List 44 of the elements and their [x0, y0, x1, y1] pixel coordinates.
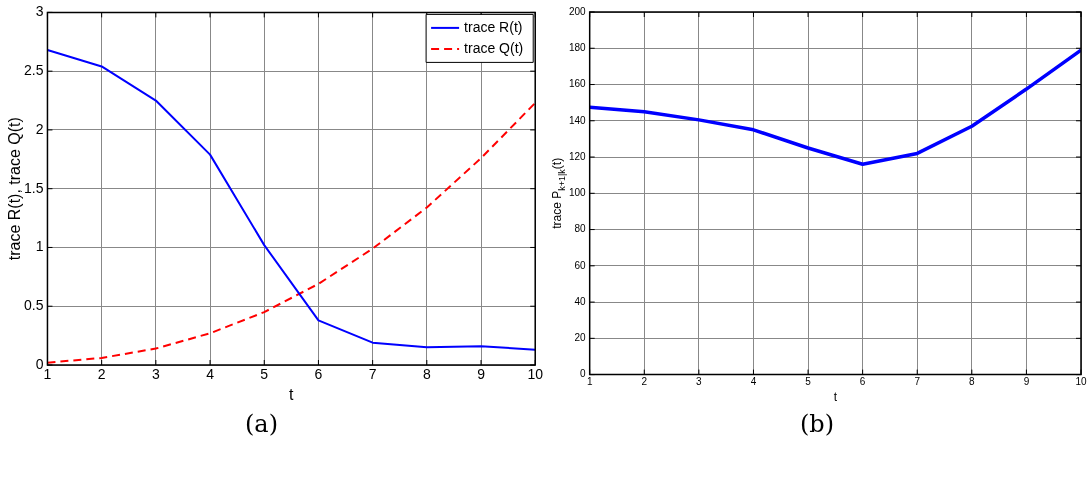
- x-tick-label: 3: [696, 376, 703, 388]
- x-tick-label: 7: [368, 366, 377, 383]
- x-tick-label: 5: [805, 376, 812, 388]
- x-tick-label: 6: [314, 366, 323, 383]
- x-tick-label: 7: [914, 376, 921, 388]
- x-tick-label: 4: [750, 376, 757, 388]
- x-axis-title: t: [833, 390, 838, 405]
- x-axis-title: t: [289, 385, 295, 403]
- y-tick-label: 0: [35, 355, 44, 372]
- y-tick-label: 100: [569, 187, 587, 199]
- y-tick-label: 20: [574, 332, 587, 344]
- y-tick-label: 1: [35, 238, 44, 255]
- y-tick-label: 60: [574, 259, 587, 271]
- x-tick-label: 3: [151, 366, 160, 383]
- y-tick-label: 200: [569, 5, 587, 17]
- y-tick-label: 80: [574, 223, 587, 235]
- x-tick-label: 2: [641, 376, 648, 388]
- legend-label: trace Q(t): [464, 39, 524, 56]
- text: (b): [800, 410, 835, 438]
- x-tick-label: 8: [422, 366, 431, 383]
- x-tick-label: 9: [477, 366, 486, 383]
- y-tick-label: 3: [35, 3, 44, 20]
- y-tick-label: 40: [574, 295, 587, 307]
- y-tick-label: 160: [569, 78, 587, 90]
- y-tick-label: 1.5: [23, 179, 44, 196]
- x-tick-label: 2: [97, 366, 106, 383]
- x-tick-label: 6: [859, 376, 866, 388]
- y-tick-label: 2: [35, 120, 44, 137]
- x-tick-label: 10: [1075, 376, 1087, 388]
- text: (a): [245, 410, 279, 438]
- y-tick-label: 180: [569, 42, 587, 54]
- x-tick-label: 5: [260, 366, 269, 383]
- y-tick-label: 120: [569, 150, 587, 162]
- y-tick-label: 140: [569, 114, 587, 126]
- x-tick-label: 10: [527, 366, 544, 383]
- x-tick-label: 9: [1023, 376, 1030, 388]
- y-tick-label: 0.5: [23, 297, 44, 314]
- y-axis-title: trace R(t), trace Q(t): [6, 117, 23, 261]
- y-tick-label: 0: [580, 368, 587, 380]
- x-tick-label: 4: [206, 366, 215, 383]
- y-axis-title: trace Pk+1|k(t): [550, 157, 568, 229]
- x-tick-label: 8: [969, 376, 976, 388]
- legend-label: trace R(t): [464, 18, 523, 35]
- y-tick-label: 2.5: [23, 62, 44, 79]
